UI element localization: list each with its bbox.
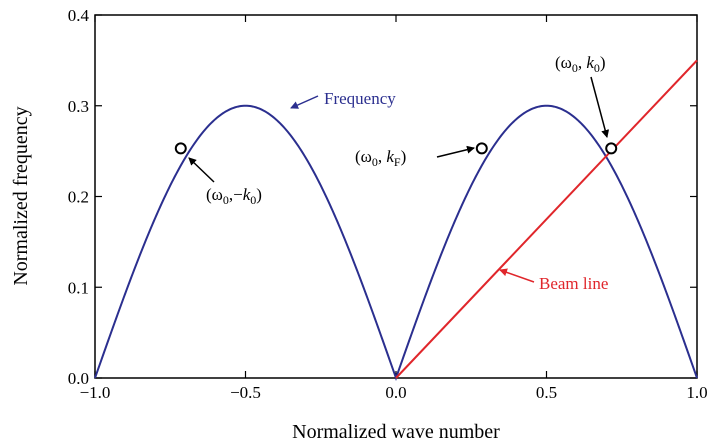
k-symbol: k bbox=[386, 147, 394, 166]
x-tick-label: 1.0 bbox=[686, 383, 707, 402]
omega-symbol: ω bbox=[361, 147, 372, 166]
x-tick-label: −0.5 bbox=[230, 383, 261, 402]
y-axis-label: Normalized frequency bbox=[10, 106, 32, 285]
annotation-omega0-minus-k0: (ω0,−k0) bbox=[188, 157, 262, 207]
omega-subscript: 0 bbox=[572, 61, 578, 75]
intersection-point bbox=[174, 142, 187, 155]
x-axis-label: Normalized wave number bbox=[292, 421, 500, 443]
k-subscript: 0 bbox=[250, 193, 256, 207]
separator: , bbox=[578, 53, 587, 72]
annotation-omega0-kf: (ω0, kF) bbox=[355, 145, 475, 169]
annotation-frequency-label: Frequency bbox=[324, 89, 396, 108]
y-tick-label: 0.1 bbox=[68, 278, 89, 297]
annotation-frequency: Frequency bbox=[290, 89, 396, 109]
k-subscript: 0 bbox=[594, 61, 600, 75]
intersection-point bbox=[475, 142, 488, 155]
annotation-omega0-kf-label: (ω0, kF) bbox=[355, 147, 406, 169]
annotation-beam-line-arrow bbox=[499, 268, 535, 283]
annotation-beam-line-label: Beam line bbox=[539, 274, 608, 293]
plot-frame bbox=[94, 14, 698, 379]
annotation-omega0-minus-k0-label: (ω0,−k0) bbox=[206, 185, 262, 207]
x-tick-label: 0.5 bbox=[536, 383, 557, 402]
annotation-beam-line: Beam line bbox=[499, 268, 608, 293]
annotation-omega0-k0: (ω0, k0) bbox=[555, 53, 610, 138]
annotation-omega0-minus-k0-arrow bbox=[188, 157, 215, 183]
k-symbol: k bbox=[586, 53, 594, 72]
series-beam-line bbox=[395, 59, 698, 379]
annotation-frequency-arrow bbox=[290, 95, 319, 109]
x-tick-label: −1.0 bbox=[80, 383, 111, 402]
intersection-point bbox=[605, 142, 618, 155]
y-tick-label: 0.3 bbox=[68, 97, 89, 116]
points-layer bbox=[174, 142, 618, 155]
y-tick-label: 0.2 bbox=[68, 188, 89, 207]
series-layer bbox=[94, 59, 698, 382]
x-tick-label: 0.0 bbox=[385, 383, 406, 402]
y-tick-label: 0.0 bbox=[68, 369, 89, 388]
annotation-omega0-k0-label: (ω0, k0) bbox=[555, 53, 606, 75]
annotation-omega0-k0-arrow bbox=[590, 76, 610, 138]
separator: , bbox=[378, 147, 387, 166]
omega-symbol: ω bbox=[561, 53, 572, 72]
omega-subscript: 0 bbox=[372, 155, 378, 169]
k-subscript: F bbox=[394, 155, 401, 169]
separator: ,− bbox=[229, 185, 243, 204]
omega-symbol: ω bbox=[212, 185, 223, 204]
y-tick-label: 0.4 bbox=[68, 6, 90, 25]
annotation-omega0-kf-arrow bbox=[436, 145, 475, 158]
axis-ticks: −1.0 −0.5 0.0 0.5 1.0 0.0 0.1 0.2 0.3 0.4 bbox=[68, 6, 708, 402]
k-symbol: k bbox=[243, 185, 251, 204]
omega-subscript: 0 bbox=[223, 193, 229, 207]
